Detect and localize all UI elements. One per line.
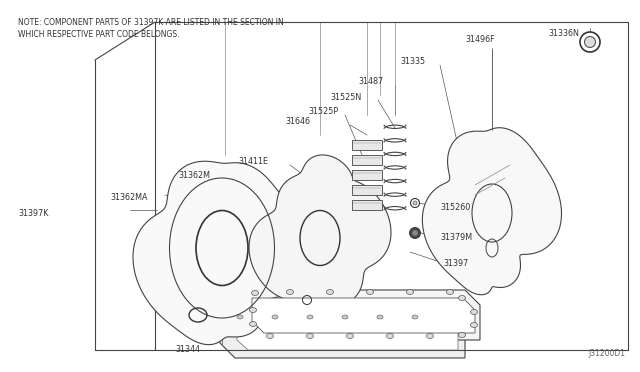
- Ellipse shape: [326, 289, 333, 295]
- Ellipse shape: [272, 315, 278, 319]
- Text: 31525P: 31525P: [308, 108, 338, 116]
- Ellipse shape: [342, 315, 348, 319]
- Bar: [352, 200, 382, 210]
- Text: 31344: 31344: [175, 346, 200, 355]
- Polygon shape: [220, 310, 465, 358]
- Polygon shape: [249, 155, 391, 325]
- Ellipse shape: [287, 289, 294, 295]
- Ellipse shape: [307, 334, 314, 339]
- Ellipse shape: [307, 315, 313, 319]
- Text: 31335: 31335: [400, 58, 425, 67]
- Ellipse shape: [377, 315, 383, 319]
- Text: J31200D1: J31200D1: [588, 349, 625, 358]
- Polygon shape: [422, 128, 561, 295]
- Text: 31397K: 31397K: [18, 208, 49, 218]
- Ellipse shape: [580, 32, 600, 52]
- Bar: [352, 185, 382, 195]
- Bar: [352, 155, 382, 165]
- Ellipse shape: [252, 291, 259, 295]
- Ellipse shape: [367, 289, 374, 295]
- Text: WHICH RESPECTIVE PART CODE BELONGS.: WHICH RESPECTIVE PART CODE BELONGS.: [18, 30, 179, 39]
- Text: 31496F: 31496F: [465, 35, 495, 45]
- Text: 31525N: 31525N: [330, 93, 361, 102]
- Polygon shape: [133, 161, 308, 344]
- Ellipse shape: [410, 199, 419, 208]
- Text: 31487: 31487: [358, 77, 383, 87]
- Ellipse shape: [413, 231, 417, 235]
- Text: NOTE: COMPONENT PARTS OF 31397K ARE LISTED IN THE SECTION IN: NOTE: COMPONENT PARTS OF 31397K ARE LIST…: [18, 18, 284, 27]
- Polygon shape: [252, 298, 475, 333]
- Ellipse shape: [266, 334, 273, 339]
- Text: 31411E: 31411E: [238, 157, 268, 167]
- Ellipse shape: [346, 334, 353, 339]
- Ellipse shape: [406, 289, 413, 295]
- Ellipse shape: [237, 315, 243, 319]
- Bar: [352, 140, 382, 150]
- Ellipse shape: [410, 228, 420, 238]
- Ellipse shape: [470, 310, 477, 314]
- Ellipse shape: [387, 334, 394, 339]
- Text: 31646: 31646: [285, 118, 310, 126]
- Bar: [352, 170, 382, 180]
- Polygon shape: [235, 290, 480, 340]
- Text: 31397: 31397: [443, 259, 468, 267]
- Ellipse shape: [250, 308, 257, 312]
- Text: 31362M: 31362M: [178, 170, 210, 180]
- Text: 31336N: 31336N: [548, 29, 579, 38]
- Ellipse shape: [447, 289, 454, 295]
- Text: 315260: 315260: [440, 202, 470, 212]
- Ellipse shape: [458, 295, 465, 301]
- Ellipse shape: [250, 321, 257, 327]
- Ellipse shape: [584, 36, 595, 48]
- Ellipse shape: [458, 333, 465, 337]
- Polygon shape: [237, 320, 458, 350]
- Ellipse shape: [412, 315, 418, 319]
- Text: 31379M: 31379M: [440, 232, 472, 241]
- Text: 31362MA: 31362MA: [110, 192, 147, 202]
- Ellipse shape: [426, 334, 433, 339]
- Ellipse shape: [413, 201, 417, 205]
- Ellipse shape: [470, 323, 477, 327]
